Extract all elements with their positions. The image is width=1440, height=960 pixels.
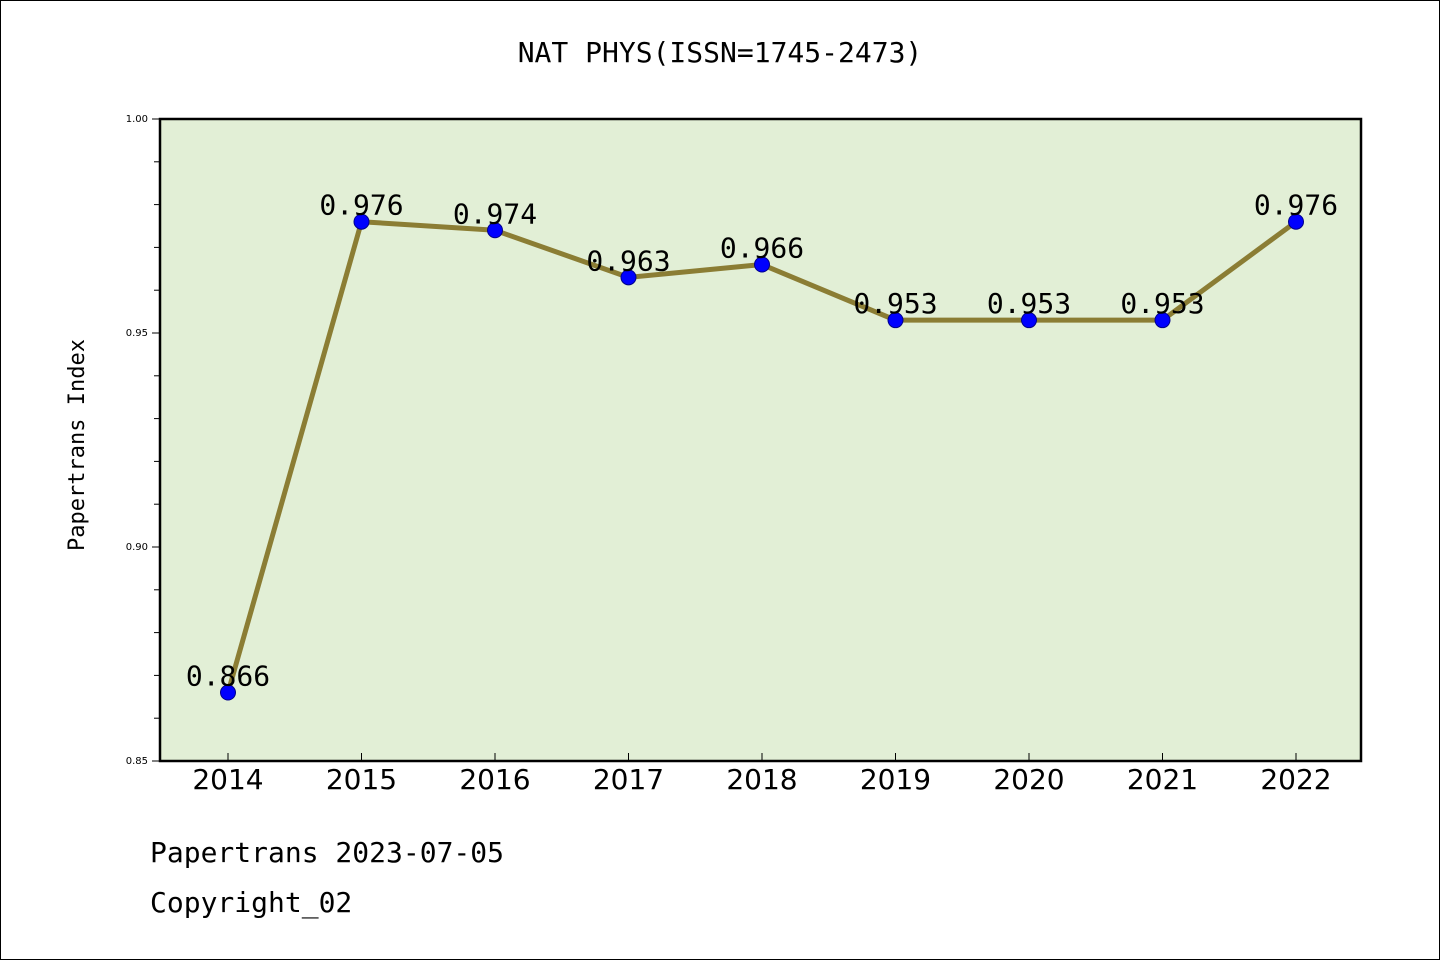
x-tick-label: 2018: [726, 763, 797, 796]
data-point: [887, 312, 904, 329]
y-tick-label: 0.85: [126, 756, 148, 767]
series: [220, 213, 1304, 701]
data-point: [353, 213, 370, 230]
x-tick-label: 2022: [1260, 763, 1331, 796]
data-point: [1021, 312, 1037, 329]
y-tick-label: 0.95: [126, 328, 148, 339]
data-point: [487, 222, 503, 239]
x-axis-ticks: 2014 2015 2016 2017 2018 2019 2020 2021 2022: [192, 753, 1332, 796]
x-tick-label: 2019: [860, 763, 931, 796]
data-label: 0.953: [987, 287, 1071, 320]
y-tick-label: 1.00: [126, 114, 148, 125]
data-point: [220, 684, 236, 701]
x-tick-label: 2014: [192, 763, 263, 796]
data-label: 0.976: [1254, 189, 1338, 222]
x-tick-label: 2017: [593, 763, 664, 796]
data-point: [1288, 213, 1304, 230]
data-label: 0.953: [1120, 287, 1204, 320]
data-point: [754, 256, 770, 273]
footer-date: Papertrans 2023-07-05: [150, 836, 505, 869]
chart-title: NAT PHYS(ISSN=1745-2473): [517, 36, 923, 69]
data-label: 0.974: [453, 197, 537, 230]
data-label: 0.963: [586, 244, 670, 277]
y-tick-label: 0.90: [126, 542, 148, 553]
data-label: 0.866: [186, 660, 270, 693]
data-labels: 0.866 0.976 0.974 0.963 0.966 0.953 0.953 0.953…: [186, 189, 1338, 693]
data-label: 0.976: [319, 189, 403, 222]
y-axis-ticks: 0.85 0.90 0.95 1.00: [126, 114, 160, 767]
data-label: 0.966: [720, 232, 804, 265]
data-label: 0.953: [853, 287, 937, 320]
footer-copyright: Copyright_02: [150, 886, 353, 919]
x-tick-label: 2021: [1127, 763, 1198, 796]
data-point: [1154, 312, 1171, 329]
y-axis-label: Papertrans Index: [65, 339, 90, 551]
x-tick-label: 2015: [326, 763, 397, 796]
data-point: [620, 269, 637, 286]
x-tick-label: 2020: [993, 763, 1064, 796]
x-tick-label: 2016: [459, 763, 530, 796]
